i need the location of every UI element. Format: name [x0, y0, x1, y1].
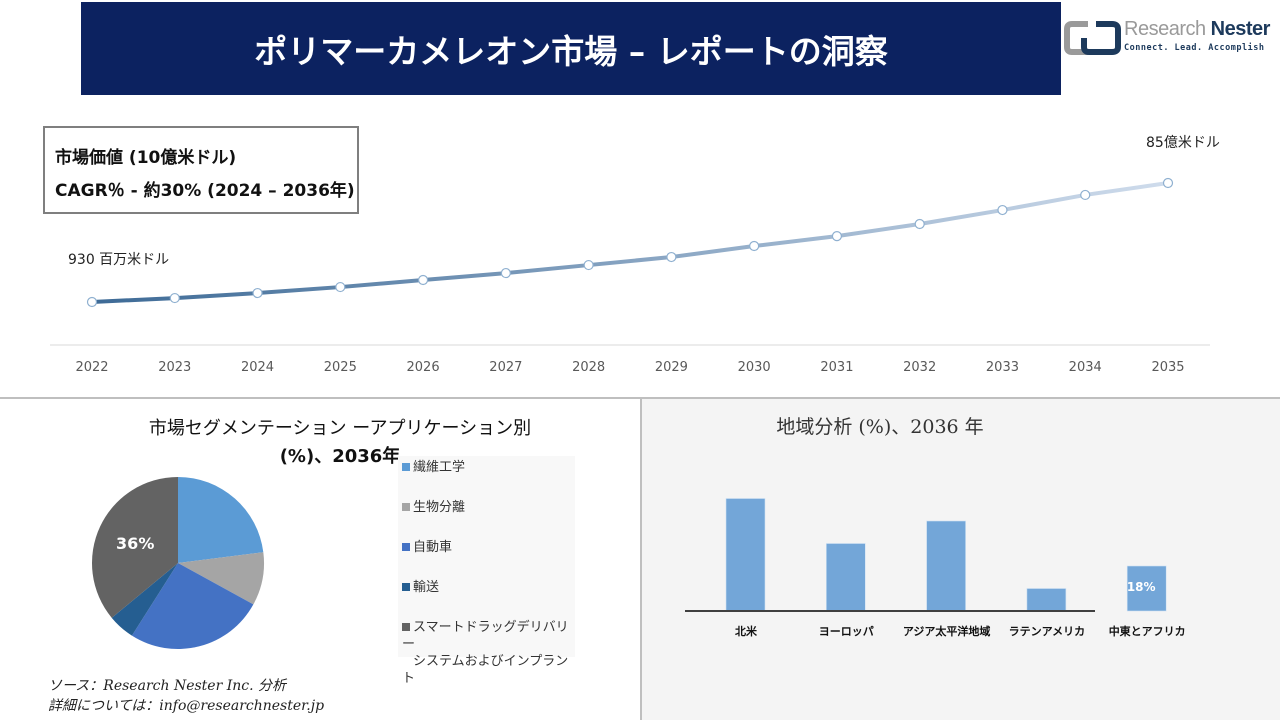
x-tick-2028: 2028 — [572, 360, 605, 375]
data-point-2033 — [997, 204, 1008, 216]
x-tick-label: ヨーロッパ — [819, 625, 874, 638]
pie-slice-2 — [131, 563, 254, 649]
contact-text: 詳細については：info@researchnester.jp — [48, 698, 325, 714]
legend-item: 自動車 — [402, 539, 452, 556]
legend-label: 生物分離 — [413, 500, 466, 515]
x-tick-2027: 2027 — [489, 360, 522, 375]
logo-name: Research Nester — [1124, 18, 1270, 40]
legend-label: 自動車 — [413, 540, 453, 555]
x-tick-2022: 2022 — [75, 360, 108, 375]
legend-swatch — [402, 503, 410, 511]
x-tick-2029: 2029 — [655, 360, 688, 375]
research-nester-logo: Research Nester Connect. Lead. Accomplis… — [1062, 16, 1280, 60]
data-point-2034 — [1080, 189, 1091, 201]
x-tick-2024: 2024 — [241, 360, 274, 375]
x-tick-label: アジア太平洋地域 — [903, 624, 991, 638]
x-tick-2025: 2025 — [324, 360, 357, 375]
page-title: ポリマーカメレオン市場 – レポートの洞察 — [254, 31, 888, 71]
x-tick-2023: 2023 — [158, 360, 191, 375]
legend-item: 生物分離 — [402, 499, 465, 516]
source-text: ソース：Research Nester Inc. 分析 — [48, 678, 287, 694]
market-value-line-chart: 2022 2023 2024 2025 2026 2027 2028 2029 2030 2031… — [50, 177, 1210, 375]
pie-slice-1 — [178, 552, 264, 605]
x-tick-2033: 2033 — [986, 360, 1019, 375]
source-note: ソース：Research Nester Inc. 分析 詳細については：info… — [48, 676, 324, 716]
legend-label: 輸送 — [413, 580, 440, 595]
application-pie-chart: 36% — [92, 477, 264, 649]
bar-4 — [1126, 565, 1167, 612]
bar-data-label: 18% — [1127, 580, 1156, 594]
x-tick-label: 北米 — [735, 624, 758, 638]
pie-slice-0 — [178, 477, 264, 563]
data-point-2030 — [749, 240, 760, 252]
legend-swatch — [402, 543, 410, 551]
pie-chart-title: 市場セグメンテーション ーアプリケーション別 (%)、2036年 — [120, 415, 560, 471]
legend-label: システムおよびインプラント — [402, 654, 569, 686]
data-point-2029 — [666, 251, 677, 263]
pie-data-label: 36% — [116, 534, 154, 553]
bar-1 — [826, 543, 866, 612]
bar-chart-title: 地域分析 (%)、2036 年 — [776, 416, 984, 438]
x-tick-2026: 2026 — [407, 360, 440, 375]
start-value-label: 930 百万米ドル — [68, 252, 170, 268]
data-point-2026 — [417, 274, 429, 286]
legend-label: 繊維工学 — [413, 460, 466, 475]
pie-slice-3 — [111, 563, 178, 636]
market-value-label: 市場価値 (10億米ドル) — [55, 148, 237, 168]
data-point-2024 — [252, 287, 263, 299]
data-point-2023 — [169, 292, 180, 304]
x-tick-2030: 2030 — [738, 360, 771, 375]
pie-legend: 繊維工学生物分離自動車輸送スマートドラッグデリバリー システムおよびインプラント — [398, 456, 575, 686]
x-tick-2032: 2032 — [903, 360, 936, 375]
legend-item: 輸送 — [402, 579, 439, 596]
segmentation-panel — [0, 397, 640, 720]
data-point-2035 — [1162, 177, 1174, 189]
data-point-2032 — [914, 218, 925, 230]
data-point-2025 — [335, 281, 346, 293]
legend-swatch — [402, 623, 410, 631]
legend-swatch — [402, 583, 410, 591]
legend-item: スマートドラッグデリバリー システムおよびインプラント — [402, 619, 575, 687]
legend-label: スマートドラッグデリバリー — [402, 620, 569, 652]
x-tick-2035: 2035 — [1151, 360, 1184, 375]
pie-title-line1: 市場セグメンテーション ーアプリケーション別 — [148, 418, 532, 439]
x-tick-2031: 2031 — [820, 360, 853, 375]
data-point-2022 — [86, 296, 98, 308]
end-value-label: 85億米ドル — [1146, 135, 1220, 151]
regional-bar-chart: 北米 ヨーロッパ アジア太平洋地域 ラテンアメリカ 18% 中東とアフリカ — [685, 498, 1186, 638]
logo-mark-icon — [1064, 21, 1121, 55]
data-point-2031 — [831, 231, 843, 242]
bar-0 — [725, 498, 766, 612]
data-point-2028 — [583, 259, 594, 271]
market-value-box: 市場価値 (10億米ドル) CAGR％ - 約30% (2024 – 2036年… — [43, 126, 359, 214]
pie-title-line2: (%)、2036年 — [279, 446, 401, 467]
legend-item: 繊維工学 — [402, 459, 465, 476]
pie-slice-4 — [92, 477, 178, 618]
x-tick-2034: 2034 — [1069, 360, 1102, 375]
cagr-label: CAGR％ - 約30% (2024 – 2036年) — [55, 181, 355, 201]
data-point-2027 — [500, 267, 511, 279]
bar-2 — [926, 520, 966, 612]
x-tick-label: 中東とアフリカ — [1109, 624, 1186, 638]
page-title-banner: ポリマーカメレオン市場 – レポートの洞察 — [81, 2, 1061, 95]
market-value-line — [91, 181, 1169, 304]
bar-3 — [1026, 588, 1067, 612]
x-tick-label: ラテンアメリカ — [1009, 625, 1085, 638]
legend-swatch — [402, 463, 410, 471]
logo-tagline: Connect. Lead. Accomplish — [1124, 43, 1265, 53]
